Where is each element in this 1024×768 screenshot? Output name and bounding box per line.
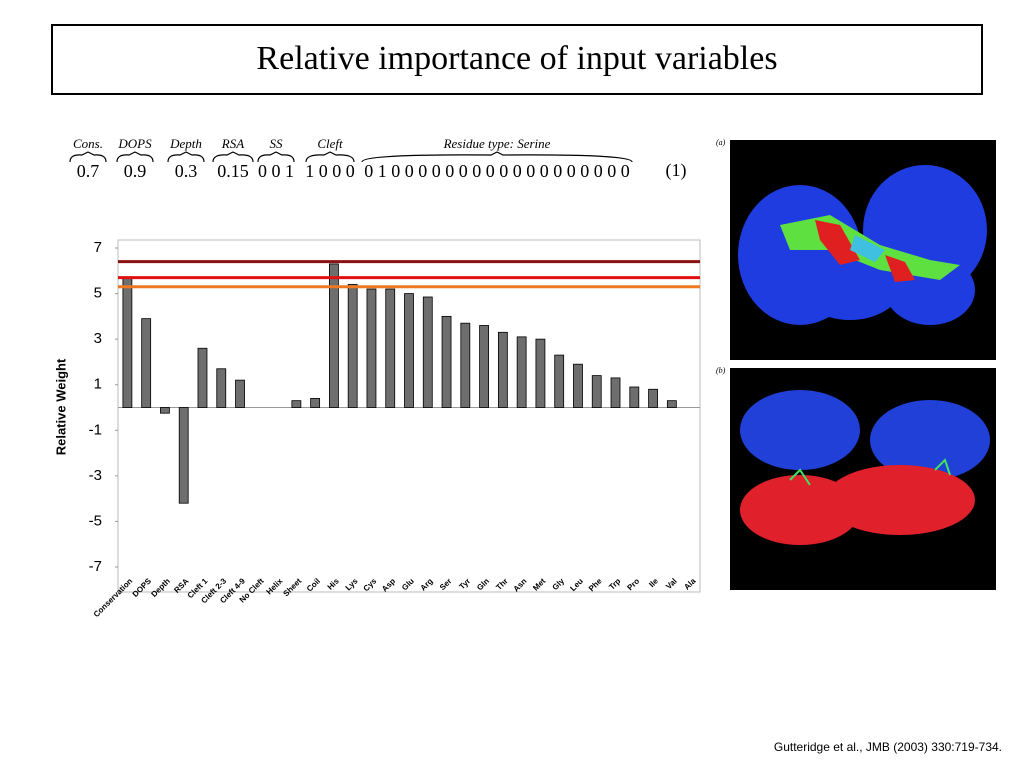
y-tick-label: 3 xyxy=(94,330,102,347)
y-tick-label: -3 xyxy=(89,467,102,484)
equation-value: 0.9 xyxy=(124,161,147,181)
equation-value: 1 0 0 0 xyxy=(305,161,355,181)
equation-label: Cons. xyxy=(73,136,103,151)
citation: Gutteridge et al., JMB (2003) 330:719-73… xyxy=(774,740,1002,754)
y-axis-label: Relative Weight xyxy=(53,358,68,455)
bar xyxy=(497,331,508,408)
bar xyxy=(591,375,602,408)
bar xyxy=(404,293,414,408)
bar xyxy=(610,377,621,408)
bar xyxy=(160,407,170,414)
panel-a xyxy=(730,140,996,360)
y-tick-label: -5 xyxy=(89,512,102,529)
y-tick-label: -7 xyxy=(89,558,102,575)
bar xyxy=(629,386,640,408)
plot-frame xyxy=(117,239,701,593)
equation-label: Depth xyxy=(169,136,202,151)
title-box xyxy=(51,24,983,95)
equation-value: 0.15 xyxy=(217,161,249,181)
panel-label: (b) xyxy=(716,366,726,375)
panel-label: (a) xyxy=(716,138,726,147)
equation-label: RSA xyxy=(221,136,244,151)
bar xyxy=(197,347,208,408)
bar xyxy=(573,363,583,408)
bar xyxy=(291,400,302,408)
x-tick-label: Conservation xyxy=(92,576,135,619)
equation-value: 0 1 0 0 0 0 0 0 0 0 0 0 0 0 0 0 0 0 0 0 xyxy=(364,161,630,181)
bar xyxy=(385,288,396,408)
brace xyxy=(69,151,107,163)
bar xyxy=(141,318,152,408)
y-tick-label: 7 xyxy=(94,239,102,256)
equation-label: Cleft xyxy=(317,136,343,151)
equation-value: 0 0 1 xyxy=(258,161,294,181)
bar xyxy=(479,325,489,408)
bar xyxy=(648,388,658,408)
equation-label: Residue type: Serine xyxy=(443,136,551,151)
brace xyxy=(305,151,355,163)
bar xyxy=(516,336,527,408)
bar xyxy=(535,338,546,408)
panel-b xyxy=(730,368,996,590)
brace xyxy=(167,151,205,163)
brace xyxy=(212,151,254,163)
bar xyxy=(347,284,358,408)
equation-label: SS xyxy=(270,136,284,151)
bar xyxy=(554,354,565,408)
slide-title: Relative importance of input variables xyxy=(256,40,777,77)
bar xyxy=(178,407,189,504)
brace xyxy=(257,151,295,163)
y-tick-label: -1 xyxy=(89,421,102,438)
brace xyxy=(116,151,154,163)
equation-number: (1) xyxy=(666,160,687,181)
equation-value: 0.7 xyxy=(77,161,100,181)
bar xyxy=(441,315,452,408)
equation-value: 0.3 xyxy=(175,161,198,181)
bar xyxy=(310,397,321,408)
y-tick-label: 1 xyxy=(94,376,102,393)
bar xyxy=(422,296,433,408)
y-tick-label: 5 xyxy=(94,285,102,302)
bar xyxy=(216,368,227,408)
equation-label: DOPS xyxy=(117,136,152,151)
bar xyxy=(666,400,677,408)
bar xyxy=(122,277,133,408)
bar xyxy=(235,379,245,408)
bar xyxy=(329,263,339,408)
bar xyxy=(460,322,471,408)
brace xyxy=(361,151,633,163)
bar xyxy=(366,288,377,408)
